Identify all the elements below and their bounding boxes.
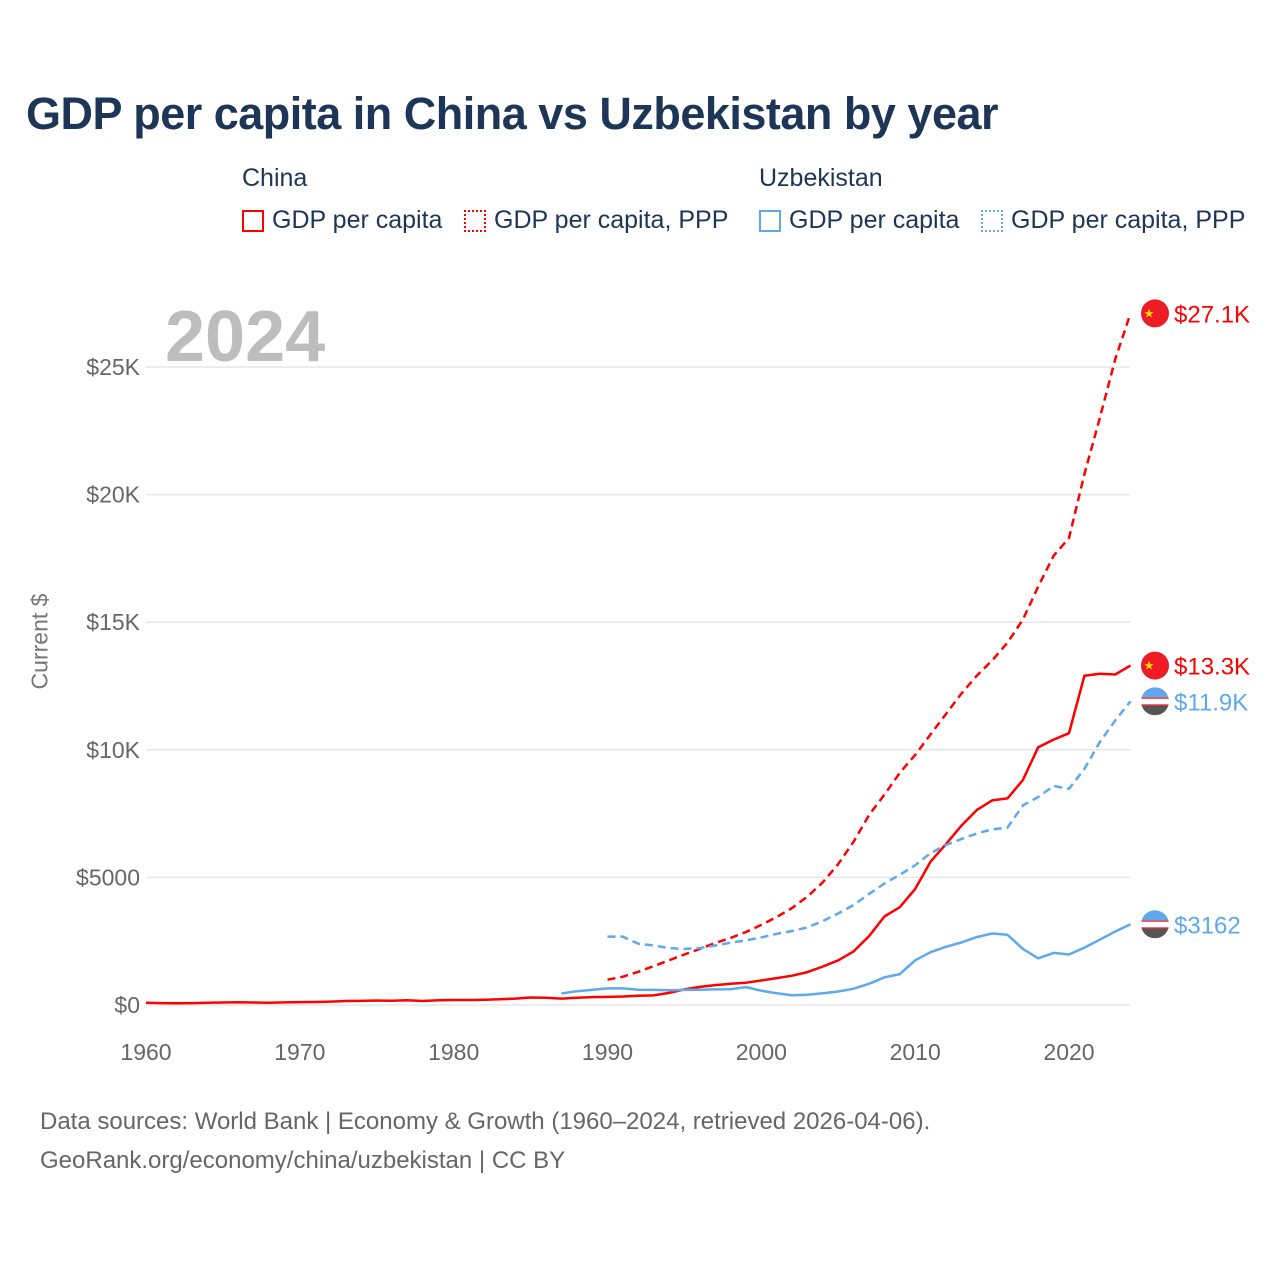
legend-label: GDP per capita, PPP: [1011, 206, 1246, 234]
series-line-3: [607, 700, 1132, 951]
x-tick-label: 1990: [582, 1039, 633, 1065]
y-axis-label: Current $: [26, 593, 53, 690]
x-tick-label: 1970: [274, 1039, 325, 1065]
china-flag-icon: [1141, 651, 1169, 680]
footer-sources: Data sources: World Bank | Economy & Gro…: [40, 1108, 931, 1135]
y-tick-label: $5000: [76, 864, 140, 890]
uzbekistan-flag-icon: [1141, 910, 1169, 939]
legend-item-china-gdp[interactable]: GDP per capita: [242, 206, 442, 235]
end-value-label: $27.1K: [1174, 301, 1250, 328]
flag-star: ★: [1144, 306, 1155, 320]
legend-label: GDP per capita, PPP: [494, 206, 729, 234]
legend-item-uzbekistan-ppp[interactable]: GDP per capita, PPP: [981, 206, 1245, 235]
x-tick-label: 2000: [736, 1039, 787, 1065]
x-tick-label: 1980: [428, 1039, 479, 1065]
legend-swatch-dotted-blue: [981, 209, 1003, 232]
legend-group-uzbekistan: Uzbekistan: [759, 164, 883, 192]
series-line-1: [607, 313, 1132, 981]
x-tick-label: 1960: [120, 1039, 171, 1065]
y-tick-label: $25K: [86, 354, 140, 380]
series-line-0: [145, 664, 1132, 1005]
x-tick-label: 2020: [1043, 1039, 1094, 1065]
legend-label: GDP per capita: [789, 206, 960, 234]
x-tick-label: 2010: [890, 1039, 941, 1065]
end-value-label: $3162: [1174, 912, 1241, 939]
y-tick-label: $0: [114, 992, 140, 1018]
legend-item-uzbekistan-gdp[interactable]: GDP per capita: [759, 206, 959, 235]
legend-swatch-solid-blue: [759, 209, 781, 232]
y-tick-label: $15K: [86, 609, 140, 635]
china-flag-icon: [1141, 299, 1169, 328]
footer-link[interactable]: GeoRank.org/economy/china/uzbekistan | C…: [40, 1147, 566, 1174]
year-label: 2024: [165, 297, 326, 377]
legend-group-china: China: [242, 164, 308, 192]
legend-label: GDP per capita: [272, 206, 443, 234]
series-line-2: [561, 923, 1132, 997]
flag-star: ★: [1144, 659, 1155, 673]
legend-item-china-ppp[interactable]: GDP per capita, PPP: [464, 206, 728, 235]
uzbekistan-flag-icon: [1141, 687, 1169, 716]
chart-title: GDP per capita in China vs Uzbekistan by…: [26, 88, 999, 139]
end-value-label: $11.9K: [1174, 689, 1248, 716]
legend-swatch-solid-red: [242, 209, 264, 232]
y-tick-label: $10K: [86, 737, 140, 763]
y-tick-label: $20K: [86, 482, 140, 508]
legend-swatch-dotted-red: [464, 209, 486, 232]
end-value-label: $13.3K: [1174, 654, 1250, 681]
